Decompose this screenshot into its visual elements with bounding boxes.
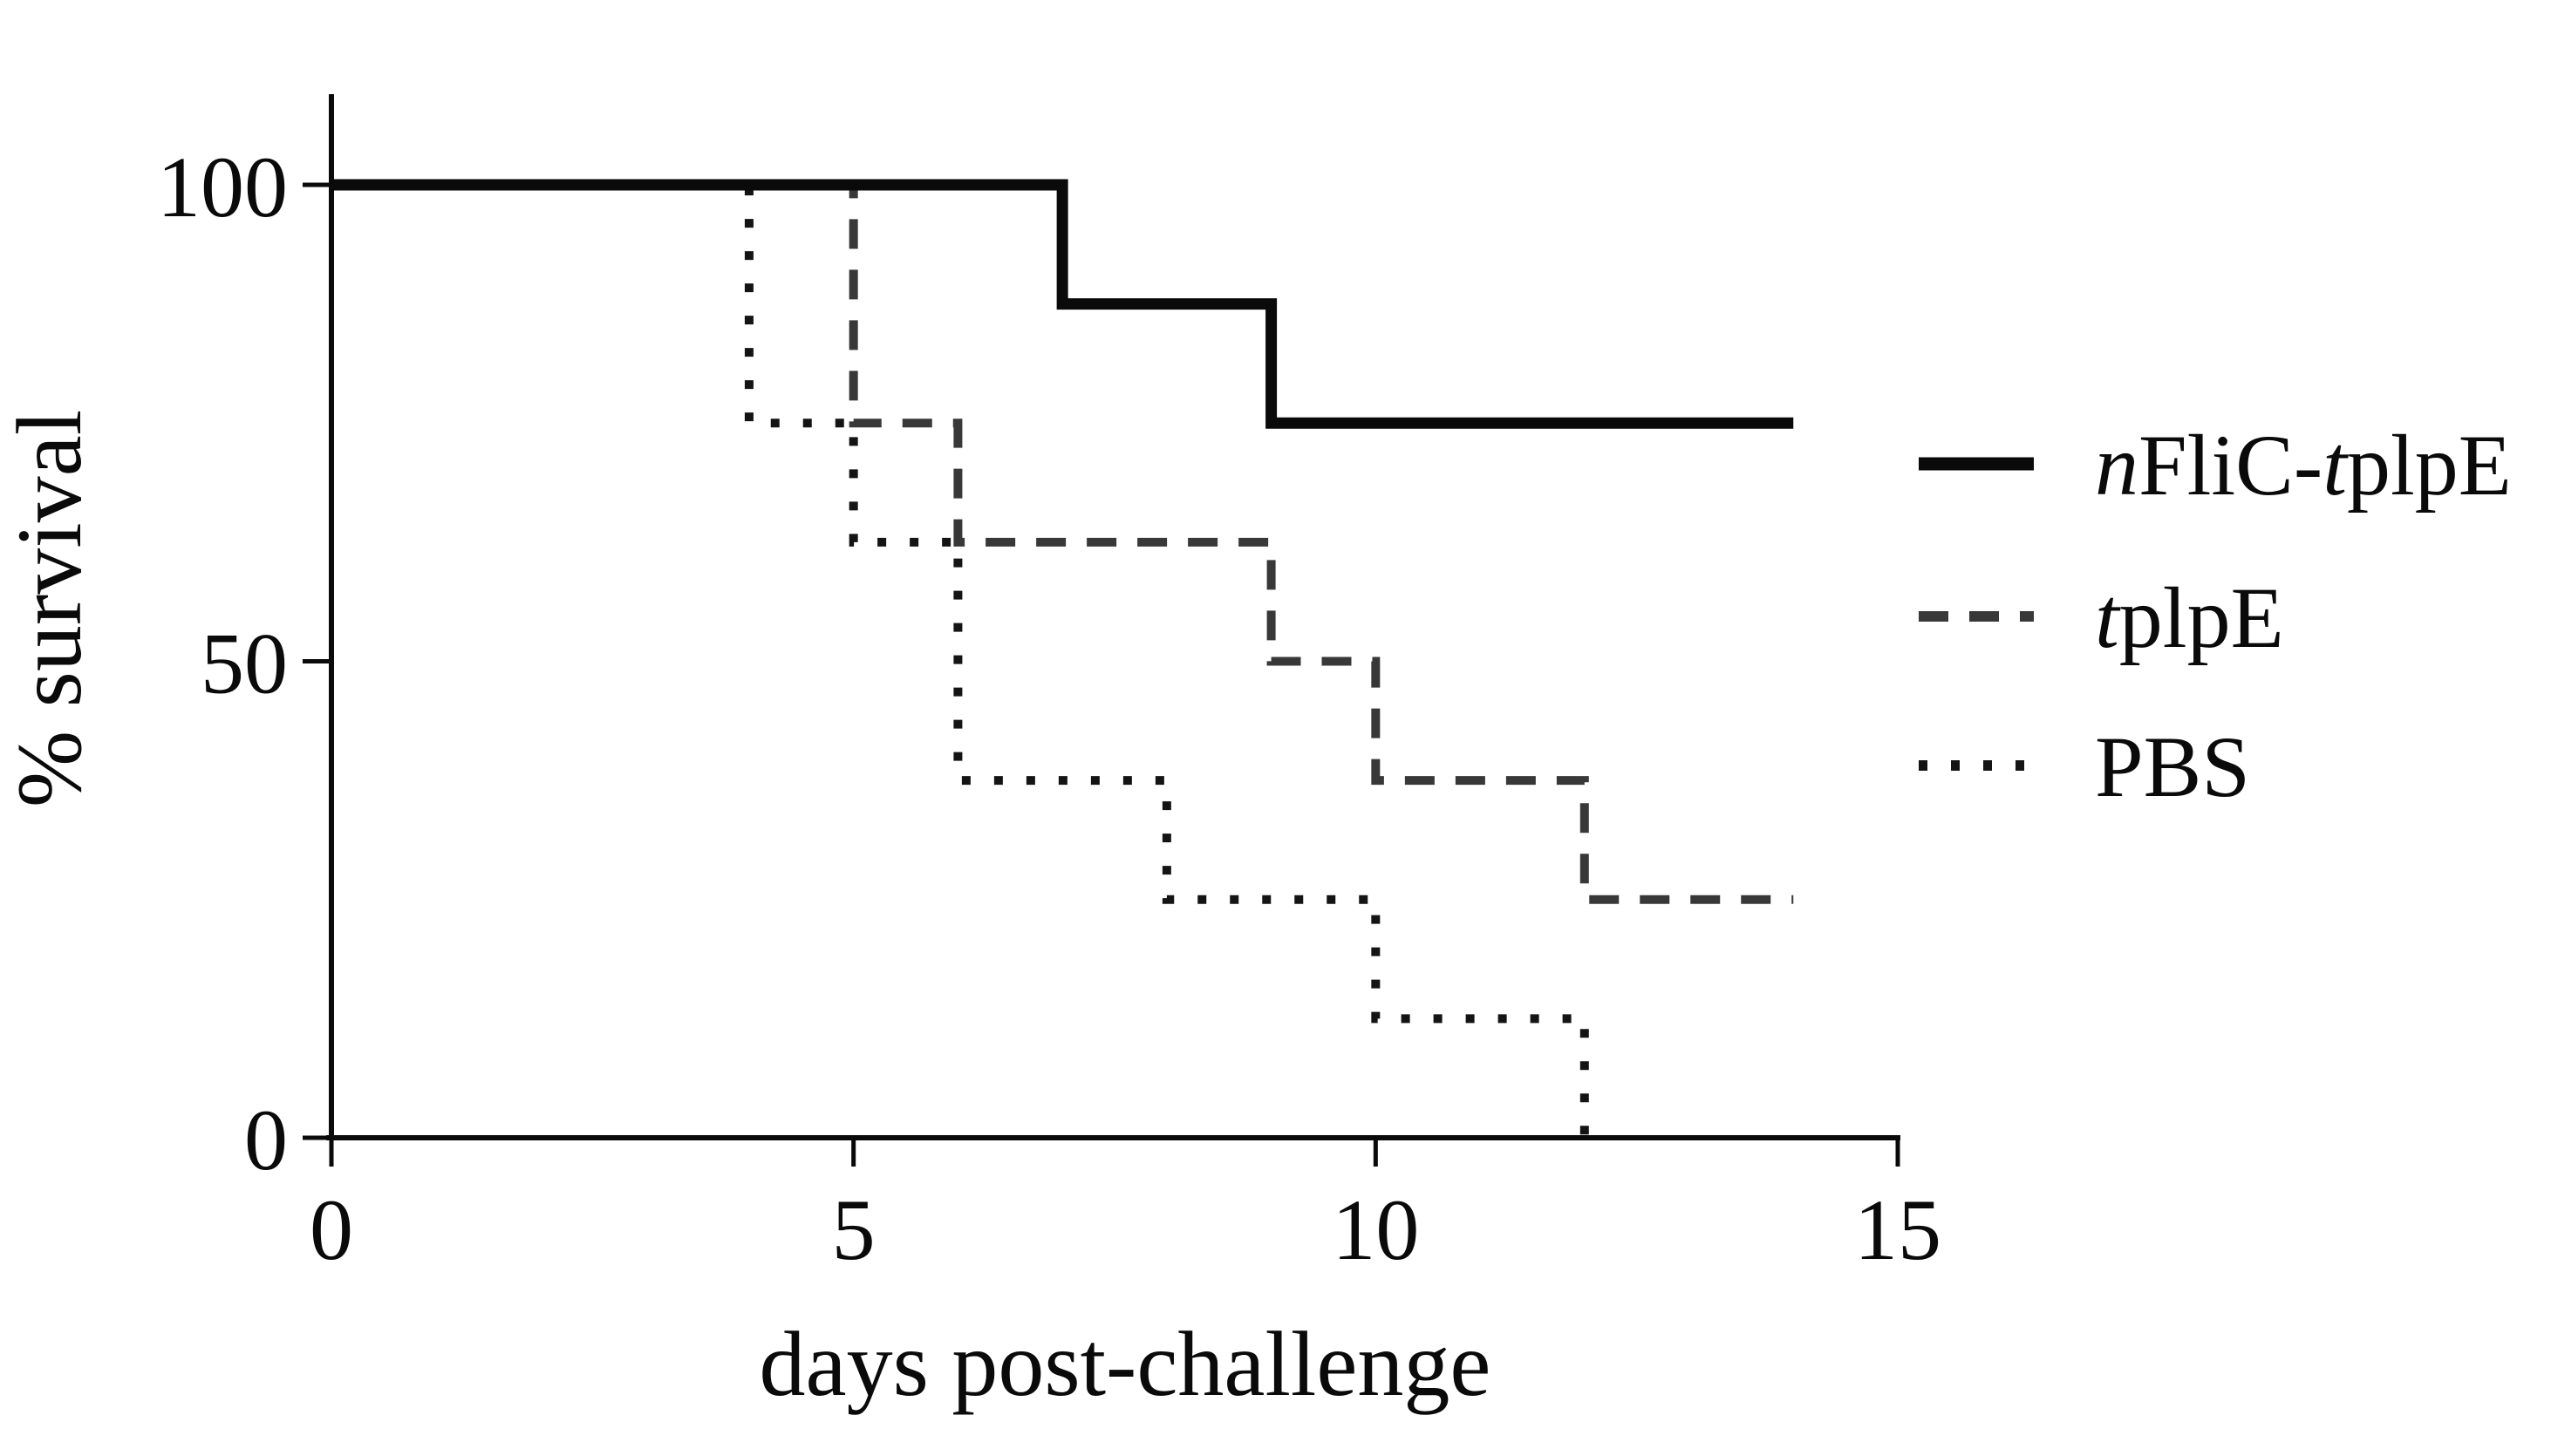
x-tick-label-10: 10	[1332, 1181, 1419, 1278]
legend-label-part-italic: t	[2095, 569, 2121, 666]
y-tick-label-0: 0	[244, 1092, 288, 1188]
legend-label-part: plpE	[2119, 569, 2284, 666]
tick-marks	[303, 182, 1900, 1167]
legend-label: nFliC-tplpE	[2095, 417, 2512, 514]
legend-item-tplpe: tplpE	[1919, 569, 2284, 666]
legend-label-part: FliC-	[2138, 417, 2323, 514]
y-tick-label-100: 100	[157, 139, 288, 235]
legend-item-pbs: PBS	[1919, 718, 2250, 815]
legend-label-part: plpE	[2347, 417, 2512, 514]
x-tick-label-15: 15	[1854, 1181, 1941, 1278]
series-line-tplpe	[331, 180, 1794, 904]
tick-labels: 100 50 00 5 10 15	[157, 139, 1941, 1278]
axes	[326, 94, 1900, 1140]
series-line-pbs	[331, 180, 1589, 1138]
legend-label-part-italic: t	[2323, 417, 2349, 514]
y-tick-label-50: 50	[201, 616, 288, 712]
legend-label: PBS	[2095, 718, 2250, 815]
series-lines	[331, 179, 1794, 1138]
x-axis-title: days post-challenge	[760, 1313, 1491, 1415]
legend-label-part-italic: n	[2095, 417, 2138, 514]
x-tick-label-0: 0	[310, 1181, 353, 1278]
x-tick-label-5: 5	[832, 1181, 876, 1278]
y-axis-title: % survival	[0, 410, 100, 807]
series-line-nflic-tplpe	[331, 179, 1794, 429]
legend-item-nflic-tplpe: nFliC-tplpE	[1919, 417, 2512, 514]
legend-label-part: PBS	[2095, 718, 2250, 815]
legend-label: tplpE	[2095, 569, 2284, 666]
